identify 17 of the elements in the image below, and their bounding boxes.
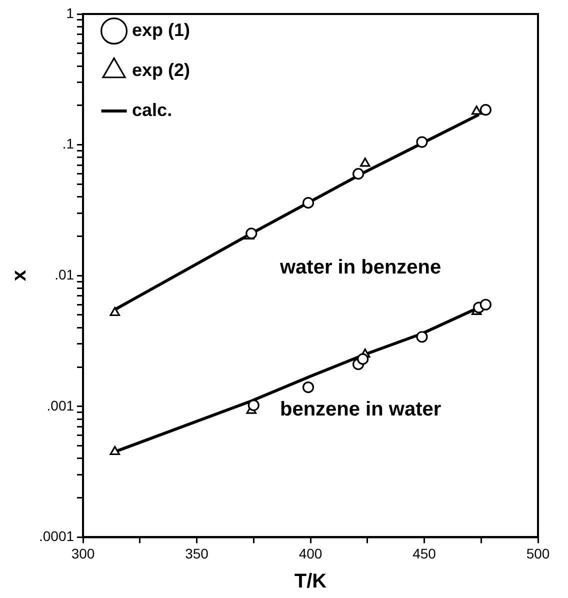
x-axis-title: T/K — [294, 570, 328, 593]
x-tick-label: 400 — [298, 545, 322, 562]
x-tick-label: 350 — [185, 545, 209, 562]
x-tick-label: 450 — [412, 545, 436, 562]
x-tick-label: 300 — [71, 545, 95, 562]
legend-label: calc. — [132, 100, 172, 120]
y-tick-label: .1 — [62, 136, 74, 152]
y-tick-label: .01 — [54, 266, 74, 282]
y-tick-label: 1 — [66, 4, 74, 21]
y-axis-title: x — [8, 270, 31, 282]
legend-label: exp (1) — [132, 20, 190, 40]
y-tick-label: .001 — [46, 397, 74, 414]
legend-label: exp (2) — [132, 60, 190, 80]
annotation: benzene in water — [280, 398, 442, 421]
annotation: water in benzene — [278, 256, 442, 278]
y-tick-label: .0001 — [38, 528, 74, 544]
x-tick-label: 500 — [526, 545, 550, 562]
